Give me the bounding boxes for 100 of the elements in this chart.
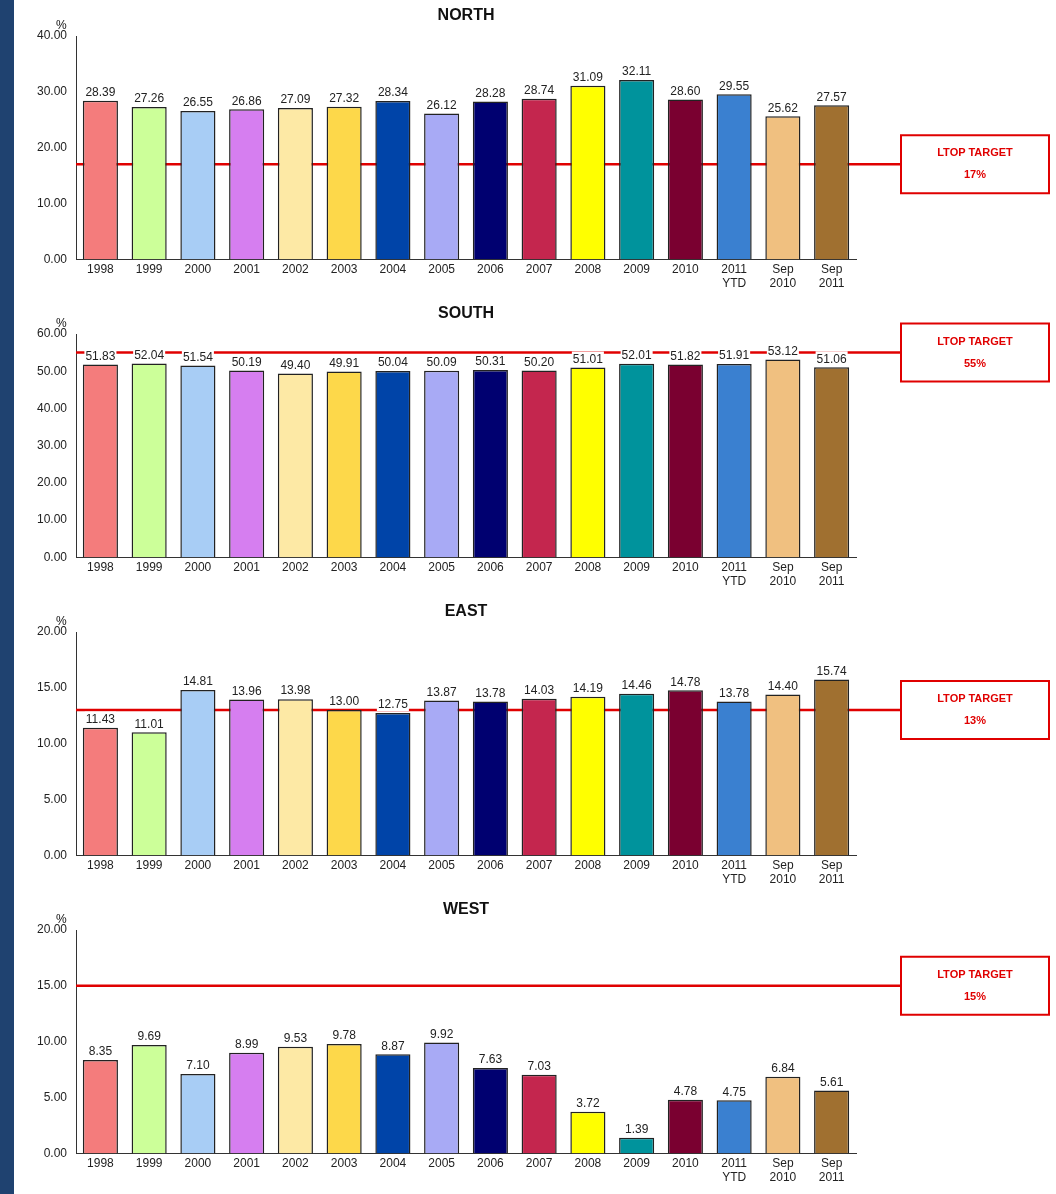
- y-tick-label: 15.00: [37, 680, 68, 695]
- x-tick-label: 2001: [233, 857, 261, 872]
- y-tick-label: 20.00: [37, 624, 68, 639]
- x-tick-label: Sep 2011: [818, 857, 845, 887]
- x-tick-label: 2004: [379, 1155, 407, 1170]
- x-tick-label: 1999: [135, 559, 163, 574]
- data-label: 50.19: [231, 354, 262, 369]
- x-tick-label: 2003: [330, 261, 358, 276]
- x-tick-label: 2011 YTD: [721, 857, 748, 887]
- y-tick-label: 10.00: [37, 195, 68, 210]
- y-tick-label: 10.00: [37, 735, 68, 750]
- data-label: 13.98: [280, 683, 311, 698]
- x-tick-label: 2001: [233, 261, 261, 276]
- data-label: 15.74: [816, 663, 847, 678]
- data-label: 7.10: [186, 1058, 210, 1073]
- x-tick-label: 2002: [282, 857, 310, 872]
- y-tick-label: 60.00: [37, 326, 68, 341]
- x-tick-label: Sep 2010: [769, 261, 797, 291]
- x-tick-label: Sep 2010: [769, 1155, 797, 1185]
- x-tick-label: 2006: [477, 1155, 505, 1170]
- ref-line-label: LTOP TARGET 15%: [937, 967, 1014, 1002]
- y-tick-label: 0.00: [43, 251, 68, 266]
- y-tick-label: 0.00: [43, 847, 68, 862]
- x-tick-label: 2000: [184, 559, 212, 574]
- x-tick-label: 2010: [672, 261, 700, 276]
- data-label: 13.00: [329, 694, 360, 709]
- x-tick-label: 2010: [672, 559, 700, 574]
- x-tick-label: 2009: [623, 857, 651, 872]
- data-label: 7.63: [478, 1052, 503, 1067]
- y-tick-label: 40.00: [37, 400, 68, 415]
- data-label: 50.31: [475, 354, 506, 369]
- x-tick-label: Sep 2011: [818, 1155, 845, 1185]
- y-tick-label: 10.00: [37, 512, 68, 527]
- data-label: 53.12: [767, 343, 799, 358]
- data-label: 12.75: [377, 697, 409, 712]
- x-tick-label: 2008: [574, 1155, 602, 1170]
- ref-line-label: LTOP TARGET 55%: [937, 334, 1014, 369]
- x-tick-label: 1999: [135, 261, 163, 276]
- x-tick-label: 2010: [672, 1155, 700, 1170]
- x-tick-label: 2008: [574, 857, 602, 872]
- x-tick-label: 2009: [623, 261, 651, 276]
- y-tick-label: 10.00: [37, 1033, 68, 1048]
- x-tick-label: 2004: [379, 857, 407, 872]
- x-tick-label: 2007: [525, 261, 553, 276]
- x-tick-label: Sep 2010: [769, 857, 797, 887]
- y-tick-label: 50.00: [37, 363, 68, 378]
- data-label: 14.19: [572, 681, 604, 696]
- y-tick-label: 20.00: [37, 922, 68, 937]
- data-label: 14.78: [670, 674, 701, 689]
- y-tick-label: 15.00: [37, 978, 68, 993]
- data-label: 5.61: [819, 1074, 844, 1089]
- x-tick-label: 2011 YTD: [721, 1155, 748, 1185]
- data-label: 50.20: [524, 354, 555, 369]
- x-tick-label: 2001: [233, 1155, 261, 1170]
- data-label: 9.78: [332, 1028, 357, 1043]
- y-tick-label: 20.00: [37, 139, 68, 154]
- y-tick-label: 20.00: [37, 475, 68, 490]
- x-tick-label: 2008: [574, 261, 602, 276]
- y-tick-label: 30.00: [37, 437, 68, 452]
- x-tick-label: 2003: [330, 857, 358, 872]
- data-label: 31.09: [572, 70, 604, 85]
- x-tick-label: 2006: [477, 559, 505, 574]
- x-tick-label: 1998: [87, 1155, 115, 1170]
- x-tick-label: 2010: [672, 857, 700, 872]
- data-label: 51.01: [572, 351, 604, 366]
- y-tick-label: 0.00: [43, 1145, 68, 1160]
- x-tick-label: 2011 YTD: [721, 559, 748, 589]
- data-label: 49.40: [280, 357, 311, 372]
- data-label: 51.91: [719, 348, 750, 363]
- data-label: 9.69: [137, 1029, 162, 1044]
- x-tick-label: 2000: [184, 1155, 212, 1170]
- data-label: 32.11: [622, 64, 652, 79]
- data-label: 11.01: [134, 716, 165, 731]
- x-tick-label: 2005: [428, 559, 456, 574]
- x-tick-label: 2003: [330, 1155, 358, 1170]
- data-label: 27.26: [134, 91, 165, 106]
- data-label: 1.39: [624, 1122, 649, 1136]
- data-label: 28.74: [524, 83, 555, 98]
- y-tick-label: 5.00: [43, 1089, 68, 1104]
- data-label: 25.62: [767, 100, 799, 115]
- x-tick-label: 2002: [282, 559, 310, 574]
- y-tick-label: 30.00: [37, 84, 68, 99]
- x-tick-label: 1998: [87, 261, 115, 276]
- x-tick-label: 2000: [184, 261, 212, 276]
- x-tick-label: Sep 2011: [818, 559, 845, 589]
- data-label: 7.03: [527, 1059, 552, 1074]
- data-label: 9.92: [429, 1026, 454, 1041]
- x-tick-label: 2004: [379, 261, 407, 276]
- x-tick-label: 2003: [330, 559, 358, 574]
- x-tick-label: 1998: [87, 559, 115, 574]
- ref-line-label: LTOP TARGET 13%: [937, 692, 1014, 727]
- x-tick-label: 2009: [623, 559, 651, 574]
- data-label: 14.03: [524, 682, 555, 697]
- y-tick-label: 5.00: [43, 791, 68, 806]
- data-label: 27.57: [816, 89, 847, 104]
- x-tick-label: 2007: [525, 559, 553, 574]
- data-label: 26.12: [426, 97, 457, 112]
- data-label: 11.43: [85, 711, 116, 726]
- x-tick-label: 2006: [477, 857, 505, 872]
- data-label: 52.01: [621, 348, 652, 363]
